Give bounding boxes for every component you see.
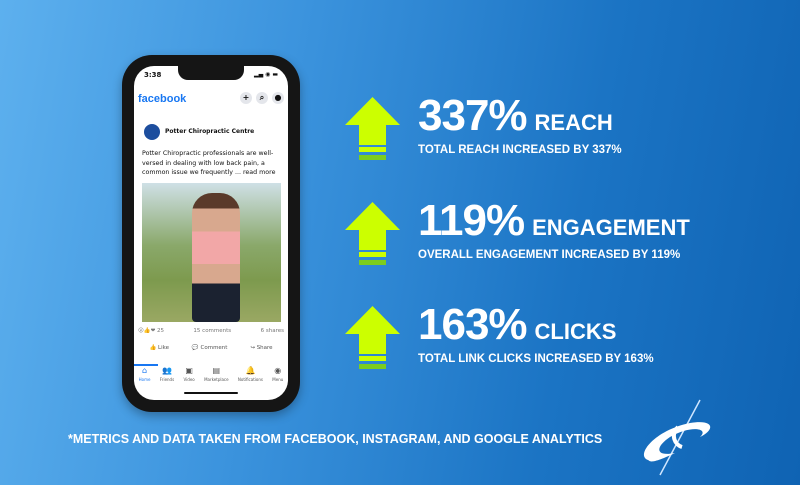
messenger-icon[interactable]: ● <box>272 92 284 104</box>
tab-video[interactable]: ▣ Video <box>183 366 195 382</box>
search-icon[interactable]: ⌕ <box>256 92 268 104</box>
tab-marketplace[interactable]: ▤ Marketplace <box>204 366 229 382</box>
tab-home[interactable]: ⌂ Home <box>138 366 151 382</box>
page-name[interactable]: Potter Chiropractic Centre <box>165 128 255 135</box>
comment-button[interactable]: 💬 Comment <box>191 345 228 351</box>
status-time: 3:38 <box>144 71 162 79</box>
status-icons: ▂▄ ◉ ▬ <box>254 71 278 78</box>
metric-description: OVERALL ENGAGEMENT INCREASED BY 119% <box>418 249 681 261</box>
friends-icon: 👥 <box>162 366 172 375</box>
page-avatar[interactable] <box>144 124 160 140</box>
phone-mockup: 3:38 ▂▄ ◉ ▬ facebook + ⌕ ● Potter Chirop… <box>122 55 300 412</box>
metric-value: 163% <box>418 300 528 349</box>
phone-screen: 3:38 ▂▄ ◉ ▬ facebook + ⌕ ● Potter Chirop… <box>134 66 288 400</box>
metric-row: 163% CLICKS TOTAL LINK CLICKS INCREASED B… <box>345 300 745 370</box>
woman-back-pain-image <box>192 193 240 322</box>
metric-value: 337% <box>418 91 528 140</box>
menu-avatar-icon: ◉ <box>274 366 282 375</box>
tab-notifications[interactable]: 🔔 Notifications <box>237 366 263 382</box>
metric-description: TOTAL LINK CLICKS INCREASED BY 163% <box>418 353 654 365</box>
home-indicator <box>184 392 238 394</box>
metric-label: REACH <box>534 110 613 135</box>
metric-row: 119% ENGAGEMENT OVERALL ENGAGEMENT INCREA… <box>345 196 745 266</box>
comments-count[interactable]: 15 comments <box>193 328 232 334</box>
video-icon: ▣ <box>185 366 193 375</box>
post-text: Potter Chiropractic professionals are we… <box>142 150 276 176</box>
footnote: *METRICS AND DATA TAKEN FROM FACEBOOK, I… <box>68 432 603 446</box>
up-arrow-icon <box>345 306 400 369</box>
facebook-logo: facebook <box>138 93 187 105</box>
metric-label: ENGAGEMENT <box>532 215 690 240</box>
post-photo[interactable] <box>142 183 281 322</box>
metric-description: TOTAL REACH INCREASED BY 337% <box>418 144 622 156</box>
bell-icon: 🔔 <box>245 366 256 375</box>
metric-value: 119% <box>418 196 525 245</box>
up-arrow-icon <box>345 97 400 160</box>
up-arrow-icon <box>345 202 400 265</box>
tab-friends[interactable]: 👥 Friends <box>159 366 175 382</box>
phone-notch <box>178 66 244 80</box>
reaction-count[interactable]: 😮👍❤ 25 <box>138 328 164 334</box>
active-tab-indicator <box>134 364 158 366</box>
marketplace-icon: ▤ <box>212 366 221 375</box>
tab-menu[interactable]: ◉ Menu <box>272 366 284 382</box>
potter-chiropractic-logo <box>644 399 711 476</box>
home-icon: ⌂ <box>142 366 148 375</box>
shares-count[interactable]: 6 shares <box>260 328 284 334</box>
plus-icon[interactable]: + <box>240 92 252 104</box>
share-button[interactable]: ↪ Share <box>250 345 273 351</box>
metric-row: 337% REACH TOTAL REACH INCREASED BY 337% <box>345 91 745 161</box>
like-button[interactable]: 👍 Like <box>149 345 170 351</box>
metric-label: CLICKS <box>534 319 617 344</box>
